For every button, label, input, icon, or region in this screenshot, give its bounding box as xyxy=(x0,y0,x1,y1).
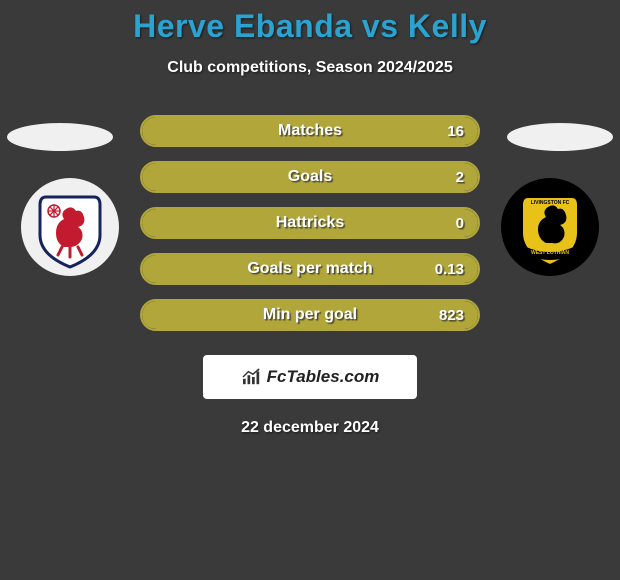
svg-text:LIVINGSTON FC: LIVINGSTON FC xyxy=(531,200,570,206)
crest-left-svg xyxy=(20,177,120,277)
stat-bar: Goals per match0.13 xyxy=(140,253,480,285)
stat-bar: Hattricks0 xyxy=(140,207,480,239)
stat-bar: Matches16 xyxy=(140,115,480,147)
subtitle: Club competitions, Season 2024/2025 xyxy=(0,59,620,77)
stat-bar: Goals2 xyxy=(140,161,480,193)
svg-text:WEST LOTHIAN: WEST LOTHIAN xyxy=(531,250,569,256)
right-ellipse-placeholder xyxy=(507,123,613,151)
team-crest-right: WEST LOTHIAN LIVINGSTON FC xyxy=(500,177,600,277)
stat-bar: Min per goal823 xyxy=(140,299,480,331)
brand-chart-icon xyxy=(241,368,263,386)
stat-bar-fill xyxy=(142,255,478,283)
crest-right-svg: WEST LOTHIAN LIVINGSTON FC xyxy=(500,177,600,277)
stats-bars: Matches16 Goals2 Hattricks0 Goals per match… xyxy=(140,115,480,331)
date-label: 22 december 2024 xyxy=(0,419,620,437)
comparison-card: Herve Ebanda vs Kelly Club competitions,… xyxy=(0,0,620,437)
team-crest-left xyxy=(20,177,120,277)
stat-bar-fill xyxy=(142,209,478,237)
stat-bar-fill xyxy=(142,301,478,329)
brand-box[interactable]: FcTables.com xyxy=(203,355,417,399)
stat-bar-fill xyxy=(142,117,478,145)
brand-text: FcTables.com xyxy=(267,367,380,387)
stat-bar-fill xyxy=(142,163,478,191)
content-row: WEST LOTHIAN LIVINGSTON FC Matches16 Goal… xyxy=(0,115,620,331)
page-title: Herve Ebanda vs Kelly xyxy=(0,8,620,45)
left-ellipse-placeholder xyxy=(7,123,113,151)
